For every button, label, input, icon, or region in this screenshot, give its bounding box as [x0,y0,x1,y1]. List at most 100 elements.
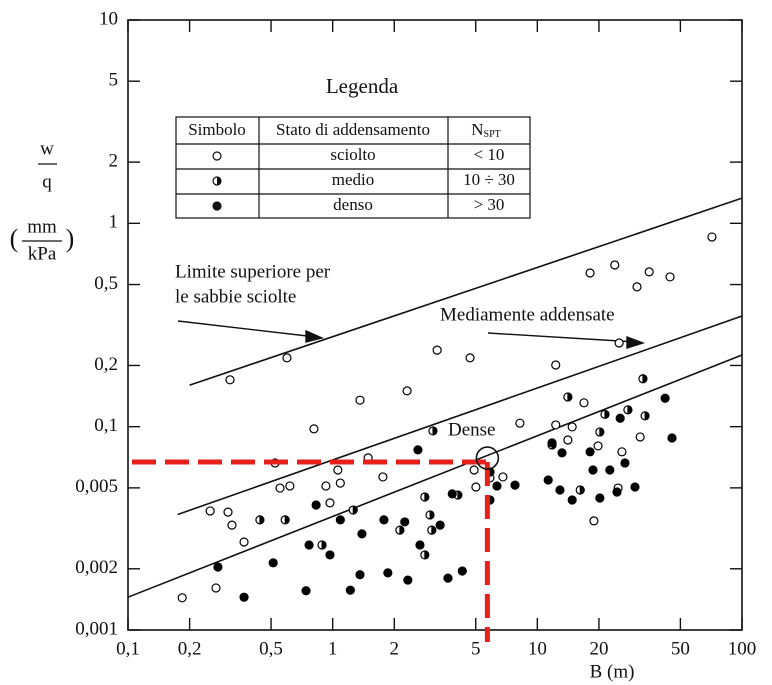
marker [413,445,423,455]
marker-half [429,510,435,520]
marker [563,392,573,402]
marker-fill [567,495,577,505]
legend-header-main: N [471,120,483,139]
marker-half [579,485,585,495]
marker [620,458,630,468]
marker-half [644,411,650,421]
marker [213,562,223,572]
marker [227,520,237,530]
marker-fill [301,586,311,596]
marker-fill [345,585,355,595]
marker [355,395,365,405]
marker-ring [617,447,627,457]
marker-fill [585,447,595,457]
marker [395,525,405,535]
marker-fill [605,465,615,475]
marker [225,375,235,385]
x-tick-label: 100 [728,638,757,659]
y-tick-label: 0,001 [75,618,118,639]
x-tick-label: 5 [471,638,481,659]
marker-ring [321,481,331,491]
annotation-arrows [177,320,646,349]
legend-title: Legenda [326,74,399,98]
marker-ring [614,338,624,348]
marker-fill [510,480,520,490]
marker [707,232,717,242]
marker-fill [239,592,249,602]
marker [457,566,467,576]
marker-ring [227,520,237,530]
legend-header: Simbolo [188,120,246,139]
y-tick-label: 2 [109,150,119,171]
marker [420,550,430,560]
marker-half [259,515,265,525]
marker [585,447,595,457]
marker [301,586,311,596]
marker-half [604,409,610,419]
marker [593,441,603,451]
marker [435,520,445,530]
marker [383,568,393,578]
legend-nspt: < 10 [474,145,505,164]
marker [498,472,508,482]
x-tick-label: 2 [390,638,400,659]
highlight-circle [475,446,500,470]
arrow-head [305,329,325,343]
marker [605,465,615,475]
marker [588,465,598,475]
marker-ring [355,395,365,405]
marker-fill [630,482,640,492]
x-tick-label: 20 [589,638,608,659]
line-label: Dense [448,419,495,440]
marker [447,489,457,499]
marker [563,435,573,445]
y-tick-label: 0,2 [94,354,118,375]
marker [223,507,233,517]
marker-ring [225,375,235,385]
marker [492,481,502,491]
marker-ring [211,583,221,593]
marker [443,573,453,583]
y-tick-label: 0,1 [94,415,118,436]
arrow [487,332,637,343]
marker-ring [579,398,589,408]
marker [615,413,625,423]
marker-fill [492,481,502,491]
marker-ring [378,472,388,482]
marker [623,405,633,415]
marker [325,550,335,560]
marker-ring [563,435,573,445]
marker-fill [403,575,413,585]
marker [635,432,645,442]
marker [547,438,557,448]
marker-ring [515,418,525,428]
marker-fill [212,201,222,211]
marker [177,593,187,603]
marker-ring [465,353,475,363]
marker [660,393,670,403]
line-label: Mediamente addensate [440,304,615,325]
x-tick-label: 0,5 [259,638,283,659]
marker-ring [635,432,645,442]
y-tick-label: 0,005 [75,476,118,497]
marker-fill [379,515,389,525]
marker-half [217,177,221,185]
y-unit-close: ) [66,224,75,253]
marker-ring [471,482,481,492]
marker-fill [413,445,423,455]
marker [321,481,331,491]
marker [612,487,622,497]
marker [617,447,627,457]
x-tick-label: 10 [528,638,547,659]
marker [427,525,437,535]
marker-ring [632,282,642,292]
plot-frame [127,19,743,631]
marker [638,374,648,384]
marker-ring [223,507,233,517]
marker [595,427,605,437]
marker-fill [555,485,565,495]
marker-fill [620,458,630,468]
marker [465,353,475,363]
marker-ring [665,272,675,282]
marker-fill [435,520,445,530]
